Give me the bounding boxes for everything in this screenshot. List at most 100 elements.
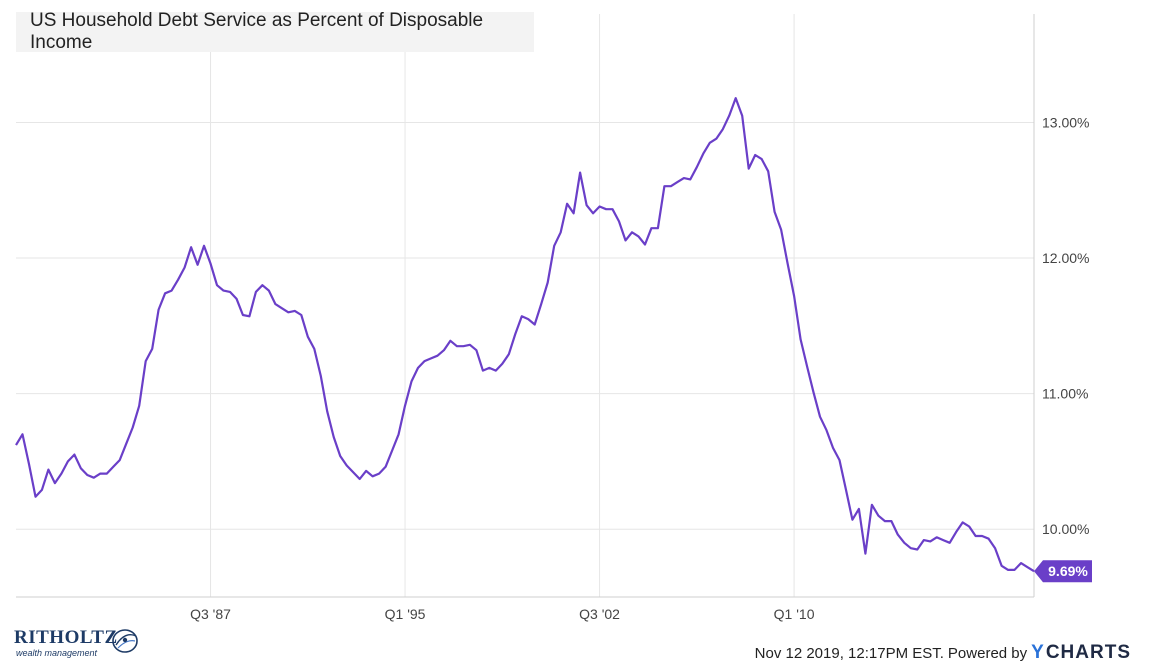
data-point	[430, 357, 432, 359]
data-point	[897, 534, 899, 536]
data-point	[683, 177, 685, 179]
data-point	[832, 447, 834, 449]
data-point	[60, 473, 62, 475]
data-point	[28, 463, 30, 465]
x-tick-label: Q3 '02	[579, 606, 620, 622]
data-point	[702, 153, 704, 155]
last-value-badge-shape	[1034, 560, 1092, 583]
data-point	[988, 538, 990, 540]
series-line	[15, 97, 1035, 573]
data-point	[294, 310, 296, 312]
data-point	[80, 467, 82, 469]
data-point	[929, 540, 931, 542]
data-point	[981, 535, 983, 537]
data-point	[437, 355, 439, 357]
data-point	[300, 314, 302, 316]
data-point	[482, 370, 484, 372]
data-point	[910, 547, 912, 549]
data-point	[424, 360, 426, 362]
data-point	[748, 168, 750, 170]
data-point	[916, 549, 918, 551]
data-point	[864, 553, 866, 555]
data-point	[216, 284, 218, 286]
data-point	[761, 158, 763, 160]
data-point	[676, 181, 678, 183]
data-point	[573, 212, 575, 214]
data-point	[197, 264, 199, 266]
data-point	[339, 455, 341, 457]
data-point	[793, 295, 795, 297]
data-point	[592, 212, 594, 214]
data-point	[1007, 569, 1009, 571]
data-point	[631, 231, 633, 233]
data-point	[767, 170, 769, 172]
data-point	[605, 208, 607, 210]
data-point	[560, 231, 562, 233]
y-tick-label: 10.00%	[1042, 521, 1089, 537]
data-point	[106, 473, 108, 475]
data-point	[261, 284, 263, 286]
data-point	[313, 348, 315, 350]
brand-name: RITHOLTZ	[14, 627, 118, 648]
data-point	[54, 482, 56, 484]
x-tick-label: Q3 '87	[190, 606, 231, 622]
data-point	[326, 410, 328, 412]
data-point	[449, 340, 451, 342]
data-point	[501, 363, 503, 365]
data-point	[968, 526, 970, 528]
data-point	[962, 521, 964, 523]
data-point	[884, 520, 886, 522]
data-point	[190, 246, 192, 248]
data-point	[35, 496, 37, 498]
data-point	[469, 344, 471, 346]
ycharts-y-mark: Y	[1031, 642, 1045, 663]
data-point	[99, 473, 101, 475]
data-point	[735, 97, 737, 99]
data-point	[994, 547, 996, 549]
data-point	[890, 520, 892, 522]
data-point	[462, 345, 464, 347]
last-value-label: 9.69%	[1048, 563, 1088, 579]
data-point	[806, 366, 808, 368]
data-point	[527, 318, 529, 320]
data-point	[975, 535, 977, 537]
data-point	[586, 204, 588, 206]
data-point	[871, 504, 873, 506]
data-point	[15, 444, 17, 446]
data-point	[508, 353, 510, 355]
data-point	[164, 292, 166, 294]
data-point	[851, 519, 853, 521]
data-point	[391, 450, 393, 452]
ycharts-wordmark: CHARTS	[1045, 642, 1131, 663]
data-point	[949, 542, 951, 544]
data-point	[813, 391, 815, 393]
data-point	[411, 380, 413, 382]
data-point	[819, 416, 821, 418]
data-point	[774, 211, 776, 213]
data-point	[287, 311, 289, 313]
data-point	[281, 307, 283, 309]
data-point	[638, 235, 640, 237]
data-point	[955, 531, 957, 533]
data-point	[223, 290, 225, 292]
data-point	[612, 208, 614, 210]
data-point	[67, 460, 69, 462]
footer-attribution: Nov 12 2019, 12:17PM EST. Powered by Y C…	[755, 642, 1131, 664]
data-point	[268, 290, 270, 292]
data-point	[1001, 565, 1003, 567]
data-point	[443, 349, 445, 351]
data-point	[715, 138, 717, 140]
y-tick-label: 12.00%	[1042, 250, 1089, 266]
ritholtz-emblem-icon	[110, 627, 140, 660]
data-point	[398, 433, 400, 435]
data-point	[728, 115, 730, 117]
data-point	[741, 115, 743, 117]
data-point	[1027, 566, 1029, 568]
data-point	[86, 474, 88, 476]
ycharts-logo[interactable]: Y CHARTS	[1031, 642, 1131, 664]
y-tick-label: 13.00%	[1042, 114, 1089, 130]
data-point	[203, 245, 205, 247]
data-point	[352, 471, 354, 473]
data-point	[800, 338, 802, 340]
